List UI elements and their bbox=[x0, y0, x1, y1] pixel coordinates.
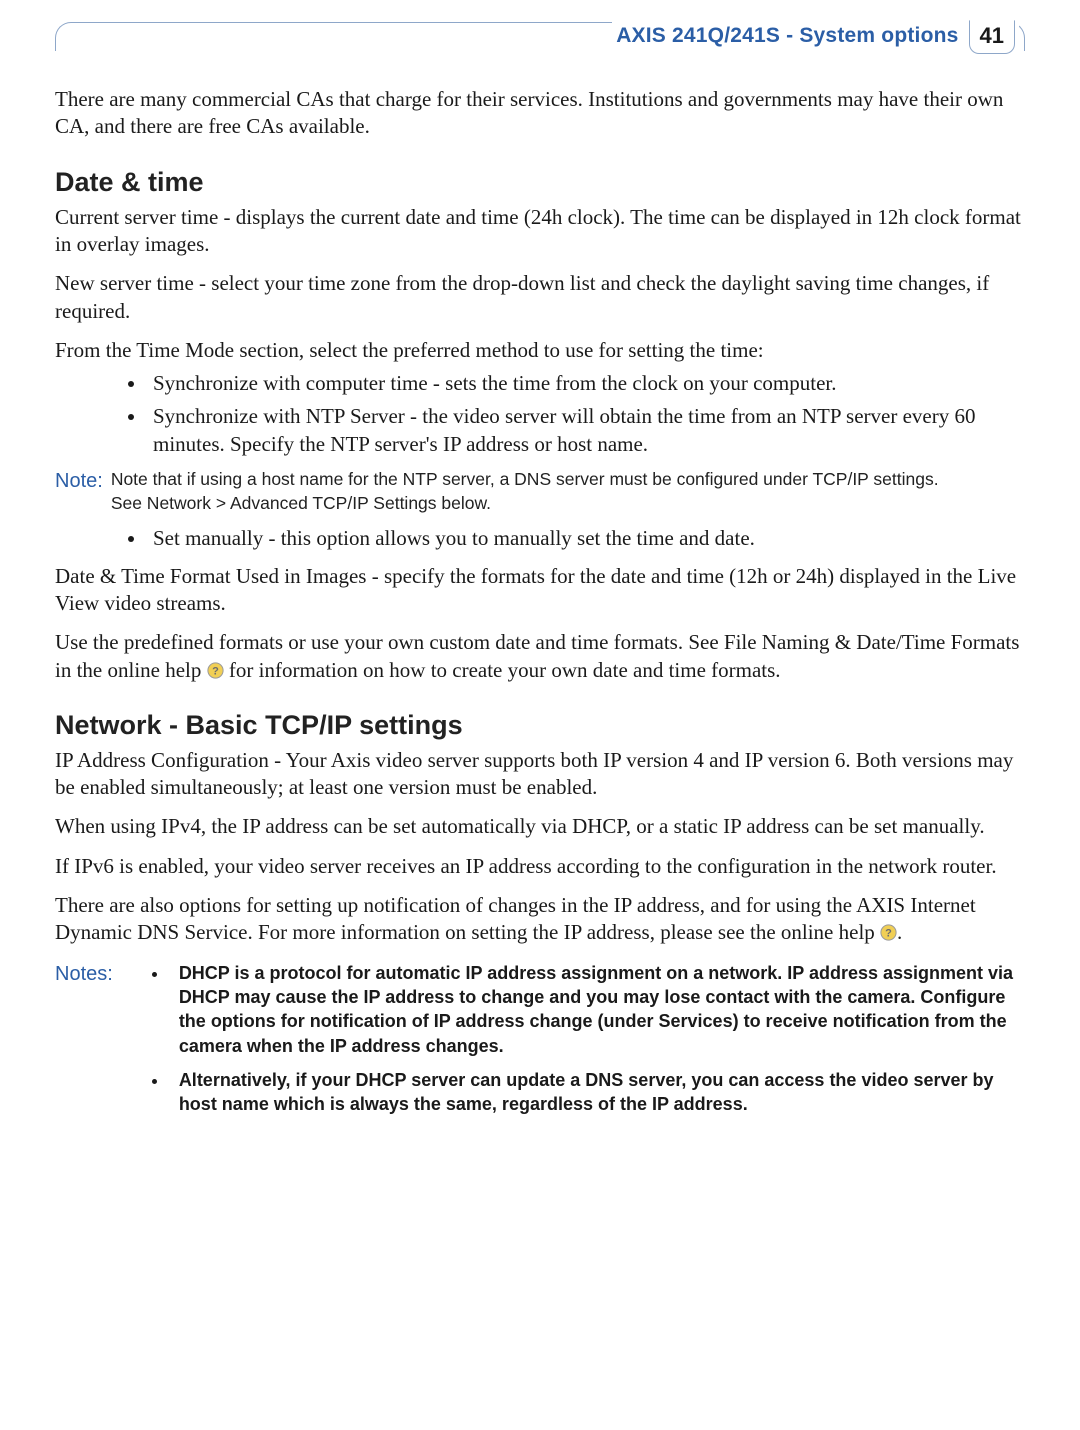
page-number-box: 41 bbox=[969, 20, 1015, 54]
list-item: Synchronize with computer time - sets th… bbox=[147, 370, 1025, 397]
list-item: Synchronize with NTP Server - the video … bbox=[147, 403, 1025, 458]
net-p1: IP Address Configuration - Your Axis vid… bbox=[55, 747, 1025, 802]
dt-bullets-a: Synchronize with computer time - sets th… bbox=[55, 370, 1025, 458]
heading-network: Network - Basic TCP/IP settings bbox=[55, 708, 1025, 743]
header-title: AXIS 241Q/241S - System options bbox=[616, 24, 958, 48]
help-icon: ? bbox=[880, 924, 897, 941]
dt-p2: New server time - select your time zone … bbox=[55, 270, 1025, 325]
note-body: Note that if using a host name for the N… bbox=[111, 468, 939, 515]
intro-paragraph: There are many commercial CAs that charg… bbox=[55, 86, 1025, 141]
svg-text:?: ? bbox=[212, 665, 219, 677]
page-number: 41 bbox=[980, 23, 1004, 48]
dt-p4: Date & Time Format Used in Images - spec… bbox=[55, 563, 1025, 618]
dt-bullets-b: Set manually - this option allows you to… bbox=[55, 525, 1025, 552]
help-icon: ? bbox=[207, 662, 224, 679]
net-p3: If IPv6 is enabled, your video server re… bbox=[55, 853, 1025, 880]
list-item: DHCP is a protocol for automatic IP addr… bbox=[169, 961, 1025, 1058]
note-line1: Note that if using a host name for the N… bbox=[111, 469, 939, 489]
dt-p5b: for information on how to create your ow… bbox=[224, 658, 781, 682]
header-content: AXIS 241Q/241S - System options 41 bbox=[612, 18, 1019, 54]
notes-list: DHCP is a protocol for automatic IP addr… bbox=[141, 961, 1025, 1117]
network-notes: Notes: DHCP is a protocol for automatic … bbox=[55, 961, 1025, 1127]
net-p2: When using IPv4, the IP address can be s… bbox=[55, 813, 1025, 840]
notes-body: DHCP is a protocol for automatic IP addr… bbox=[141, 961, 1025, 1127]
body: There are many commercial CAs that charg… bbox=[55, 86, 1025, 1126]
dt-p1: Current server time - displays the curre… bbox=[55, 204, 1025, 259]
list-item: Set manually - this option allows you to… bbox=[147, 525, 1025, 552]
list-item: Alternatively, if your DHCP server can u… bbox=[169, 1068, 1025, 1117]
dt-p3: From the Time Mode section, select the p… bbox=[55, 337, 1025, 364]
net-p4: There are also options for setting up no… bbox=[55, 892, 1025, 947]
notes-label: Notes: bbox=[55, 961, 113, 1127]
net-p4b: . bbox=[897, 920, 902, 944]
note-label: Note: bbox=[55, 468, 103, 494]
dt-note: Note: Note that if using a host name for… bbox=[55, 468, 1025, 515]
heading-date-time: Date & time bbox=[55, 165, 1025, 200]
net-p4a: There are also options for setting up no… bbox=[55, 893, 976, 944]
svg-text:?: ? bbox=[885, 928, 892, 940]
dt-p5: Use the predefined formats or use your o… bbox=[55, 629, 1025, 684]
page-header: AXIS 241Q/241S - System options 41 bbox=[55, 18, 1025, 52]
note-line2: See Network > Advanced TCP/IP Settings b… bbox=[111, 493, 491, 513]
page: AXIS 241Q/241S - System options 41 There… bbox=[0, 0, 1080, 1430]
